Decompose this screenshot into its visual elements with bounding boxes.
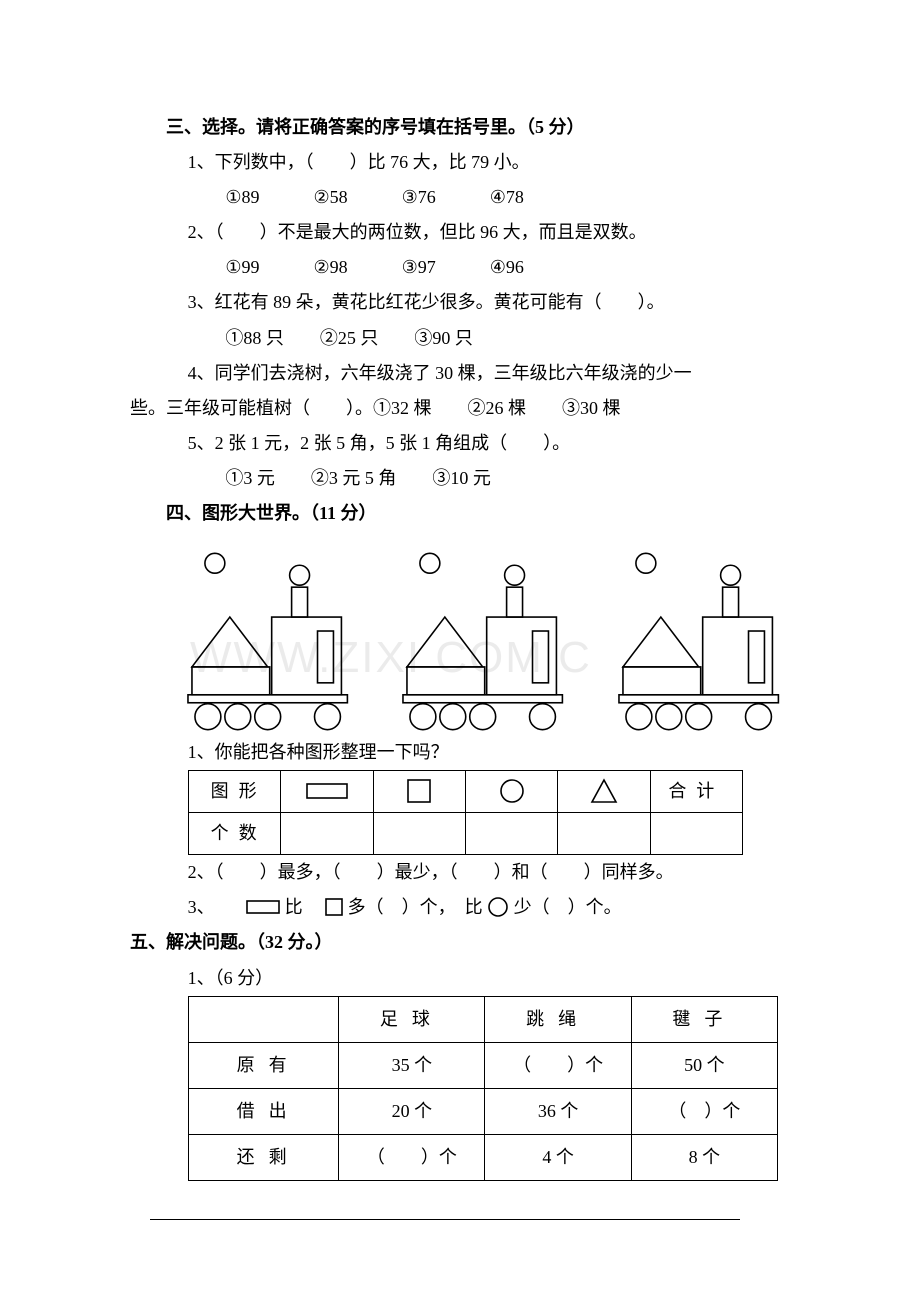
q5-hdr-2: 跳绳 xyxy=(485,996,631,1042)
s5-q1-label: 1、（6 分） xyxy=(130,961,800,996)
table-row: 原有 35 个 （ ）个 50 个 xyxy=(189,1042,778,1088)
s3-q2-text: 2、（ ）不是最大的两位数，但比 96 大，而且是双数。 xyxy=(130,215,800,250)
shape-table-label-2: 个数 xyxy=(189,813,281,855)
table-row: 图形 合计 xyxy=(189,771,743,813)
square-icon xyxy=(407,779,431,803)
section3-title: 三、选择。请将正确答案的序号填在括号里。（5 分） xyxy=(130,110,800,145)
train-diagram-1 xyxy=(180,541,369,731)
q5-r3-c3: 8 个 xyxy=(631,1134,777,1180)
q5-hdr-blank xyxy=(189,996,339,1042)
train-diagram-row xyxy=(180,541,800,731)
s4-q3: 3、 比 多（ ）个， 比 少（ ）个。 xyxy=(130,890,800,925)
section5-title: 五、解决问题。（32 分。） xyxy=(130,925,800,960)
blank-cell xyxy=(650,813,742,855)
q5-r1-c3: 50 个 xyxy=(631,1042,777,1088)
circle-icon xyxy=(487,896,509,918)
circle-icon xyxy=(499,778,525,804)
train-diagram-3 xyxy=(611,541,800,731)
shape-cell-square xyxy=(373,771,465,813)
triangle-icon xyxy=(590,778,618,804)
table-row: 借出 20 个 36 个 （ ）个 xyxy=(189,1088,778,1134)
q5-r2-c2: 36 个 xyxy=(485,1088,631,1134)
s4-q1-text: 1、你能把各种图形整理一下吗？ xyxy=(130,735,800,770)
blank-cell xyxy=(373,813,465,855)
page-footer-line xyxy=(150,1219,740,1220)
s3-q5-opts: ①3 元 ②3 元 5 角 ③10 元 xyxy=(130,461,800,496)
q5-r3-c2: 4 个 xyxy=(485,1134,631,1180)
shape-cell-rect xyxy=(281,771,373,813)
s3-q4-b: 些。三年级可能植树（ ）。①32 棵 ②26 棵 ③30 棵 xyxy=(130,391,800,426)
section4-title: 四、图形大世界。（11 分） xyxy=(130,496,800,531)
q5-r2-label: 借出 xyxy=(189,1088,339,1134)
square-icon xyxy=(325,898,343,916)
s4-q3-a: 3、 xyxy=(188,897,242,917)
s3-q4: 4、同学们去浇树，六年级浇了 30 棵，三年级比六年级浇的少一 xyxy=(130,356,800,391)
s3-q2-opts: ①99 ②98 ③97 ④96 xyxy=(130,250,800,285)
s4-q3-c: 多（ ）个， 比 xyxy=(348,897,483,917)
s4-q3-b: 比 xyxy=(285,897,321,917)
blank-cell xyxy=(281,813,373,855)
table-row: 足球 跳绳 毽子 xyxy=(189,996,778,1042)
table-row: 个数 xyxy=(189,813,743,855)
shape-cell-triangle xyxy=(558,771,650,813)
shape-cell-circle xyxy=(465,771,557,813)
q5-r1-label: 原有 xyxy=(189,1042,339,1088)
s3-q4-a: 4、同学们去浇树，六年级浇了 30 棵，三年级比六年级浇的少一 xyxy=(188,363,692,383)
s3-q5-text: 5、2 张 1 元，2 张 5 角，5 张 1 角组成（ ）。 xyxy=(130,426,800,461)
s3-q3-opts: ①88 只 ②25 只 ③90 只 xyxy=(130,321,800,356)
s4-q3-d: 少（ ）个。 xyxy=(514,897,622,917)
train-diagram-2 xyxy=(395,541,584,731)
q5-r1-c2: （ ）个 xyxy=(485,1042,631,1088)
s3-q1-text: 1、下列数中，（ ）比 76 大，比 79 小。 xyxy=(130,145,800,180)
shape-table-label-1: 图形 xyxy=(189,771,281,813)
q5-r2-c3: （ ）个 xyxy=(631,1088,777,1134)
q5-hdr-1: 足球 xyxy=(339,996,485,1042)
q5-r2-c1: 20 个 xyxy=(339,1088,485,1134)
rectangle-icon xyxy=(306,783,348,799)
blank-cell xyxy=(558,813,650,855)
blank-cell xyxy=(465,813,557,855)
table-row: 还剩 （ ）个 4 个 8 个 xyxy=(189,1134,778,1180)
s4-q2-text: 2、（ ）最多，（ ）最少，（ ）和（ ）同样多。 xyxy=(130,855,800,890)
q5-hdr-3: 毽子 xyxy=(631,996,777,1042)
q5-r3-label: 还剩 xyxy=(189,1134,339,1180)
rectangle-icon xyxy=(246,900,280,914)
s3-q1-opts: ①89 ②58 ③76 ④78 xyxy=(130,180,800,215)
q5-table: 足球 跳绳 毽子 原有 35 个 （ ）个 50 个 借出 20 个 36 个 … xyxy=(188,996,778,1181)
shape-table: 图形 合计 个数 xyxy=(188,770,743,855)
shape-cell-total: 合计 xyxy=(650,771,742,813)
s3-q4-b-wrap: 些。三年级可能植树（ ）。①32 棵 ②26 棵 ③30 棵 xyxy=(130,391,800,426)
s3-q3-text: 3、红花有 89 朵，黄花比红花少很多。黄花可能有（ ）。 xyxy=(130,285,800,320)
q5-r1-c1: 35 个 xyxy=(339,1042,485,1088)
q5-r3-c1: （ ）个 xyxy=(339,1134,485,1180)
